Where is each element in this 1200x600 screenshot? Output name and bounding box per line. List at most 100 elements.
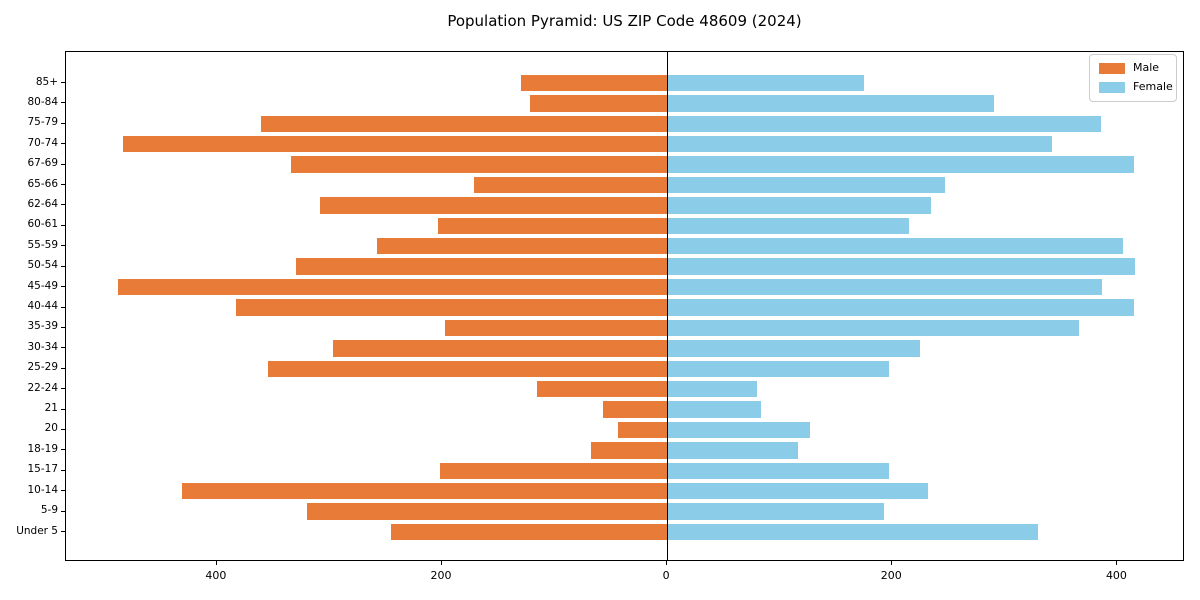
x-tick-mark: [1116, 561, 1118, 565]
y-tick-label-Under 5: Under 5: [16, 524, 58, 537]
y-tick-mark: [61, 224, 65, 226]
male-legend-swatch: [1099, 62, 1125, 74]
y-tick-mark: [61, 245, 65, 247]
male-bar-25-29: [267, 360, 668, 377]
male-bar-30-34: [332, 340, 668, 357]
female-bar-55-59: [667, 238, 1124, 255]
y-tick-label-5-9: 5-9: [40, 504, 58, 517]
y-tick-mark: [61, 408, 65, 410]
y-tick-label-18-19: 18-19: [27, 442, 58, 455]
y-tick-mark: [61, 428, 65, 430]
y-tick-mark: [61, 367, 65, 369]
y-tick-label-62-64: 62-64: [27, 197, 58, 210]
female-bar-21: [667, 401, 761, 418]
male-bar-62-64: [320, 197, 668, 214]
y-tick-label-40-44: 40-44: [27, 300, 58, 312]
male-bar-15-17: [439, 462, 668, 479]
male-bar-50-54: [295, 258, 668, 275]
male-bar-45-49: [117, 278, 668, 296]
y-tick-mark: [61, 102, 65, 104]
y-tick-mark: [61, 122, 65, 124]
y-tick-mark: [61, 306, 65, 308]
x-tick-mark: [666, 561, 668, 565]
female-bar-60-61: [667, 217, 910, 235]
female-bar-25-29: [667, 360, 889, 377]
y-tick-mark: [61, 326, 65, 328]
female-bar-Under 5: [667, 523, 1038, 541]
male-bar-10-14: [181, 483, 668, 500]
x-tick-label-200: 200: [430, 569, 452, 582]
male-bar-70-74: [123, 136, 668, 153]
y-tick-mark: [61, 82, 65, 83]
x-tick-mark: [441, 561, 442, 565]
female-bar-75-79: [667, 115, 1101, 132]
x-tick-label-0: 0: [662, 569, 670, 582]
female-bar-70-74: [667, 136, 1053, 153]
y-tick-label-15-17: 15-17: [27, 463, 58, 476]
male-bar-35-39: [445, 319, 668, 337]
female-bar-40-44: [667, 299, 1135, 316]
male-bar-5-9: [306, 503, 668, 520]
female-legend-swatch: [1099, 81, 1125, 93]
female-bar-50-54: [667, 258, 1136, 275]
female-bar-35-39: [667, 319, 1080, 337]
y-tick-label-50-54: 50-54: [27, 259, 58, 272]
y-tick-mark: [61, 163, 65, 165]
male-bar-75-79: [260, 115, 668, 132]
y-tick-label-30-34: 30-34: [27, 340, 58, 353]
female-bar-30-34: [667, 340, 921, 357]
y-tick-label-60-61: 60-61: [27, 218, 58, 231]
y-tick-label-80-84: 80-84: [27, 95, 58, 108]
y-tick-mark: [61, 449, 65, 451]
x-tick-label-200: 200: [880, 569, 902, 582]
y-tick-mark: [61, 184, 65, 186]
legend-entry-male: Male: [1099, 62, 1167, 74]
y-tick-mark: [61, 469, 65, 471]
y-tick-label-21: 21: [44, 402, 58, 415]
male-bar-65-66: [473, 176, 668, 194]
female-bar-10-14: [667, 483, 929, 500]
male-bar-85+: [520, 74, 668, 92]
male-bar-22-24: [536, 380, 668, 398]
male-bar-20: [617, 421, 668, 439]
x-tick-label-400: 400: [1105, 569, 1127, 582]
y-tick-label-55-59: 55-59: [27, 238, 58, 251]
x-tick-mark: [891, 561, 893, 565]
legend: Male Female: [1089, 54, 1177, 102]
y-tick-label-65-66: 65-66: [27, 177, 58, 190]
y-tick-label-75-79: 75-79: [27, 116, 58, 129]
male-bar-40-44: [235, 299, 668, 316]
y-tick-label-20: 20: [44, 422, 58, 435]
female-bar-18-19: [667, 442, 798, 459]
y-tick-label-85+: 85+: [35, 75, 58, 88]
female-bar-45-49: [667, 278, 1102, 296]
male-bar-67-69: [291, 156, 668, 173]
y-tick-label-10-14: 10-14: [27, 483, 58, 496]
female-legend-label: Female: [1133, 80, 1173, 93]
y-tick-mark: [61, 286, 65, 288]
y-tick-label-67-69: 67-69: [27, 157, 58, 170]
y-tick-mark: [61, 204, 65, 206]
female-bar-85+: [667, 74, 865, 92]
female-bar-15-17: [667, 462, 889, 479]
y-tick-mark: [61, 143, 65, 145]
plot-area: [65, 51, 1184, 561]
y-tick-label-70-74: 70-74: [27, 136, 58, 149]
legend-entry-female: Female: [1099, 81, 1173, 93]
male-bar-18-19: [590, 442, 668, 459]
male-bar-80-84: [529, 95, 668, 112]
male-bar-55-59: [376, 238, 668, 255]
x-tick-mark: [215, 561, 217, 565]
male-bar-Under 5: [391, 523, 668, 541]
y-tick-label-25-29: 25-29: [27, 361, 58, 374]
female-bar-22-24: [667, 380, 758, 398]
y-tick-mark: [61, 265, 65, 267]
y-tick-label-45-49: 45-49: [27, 279, 58, 292]
male-bar-21: [602, 401, 668, 418]
female-bar-80-84: [667, 95, 994, 112]
female-bar-67-69: [667, 156, 1135, 173]
female-bar-65-66: [667, 176, 946, 194]
male-bar-60-61: [437, 217, 668, 235]
y-tick-mark: [61, 388, 65, 390]
